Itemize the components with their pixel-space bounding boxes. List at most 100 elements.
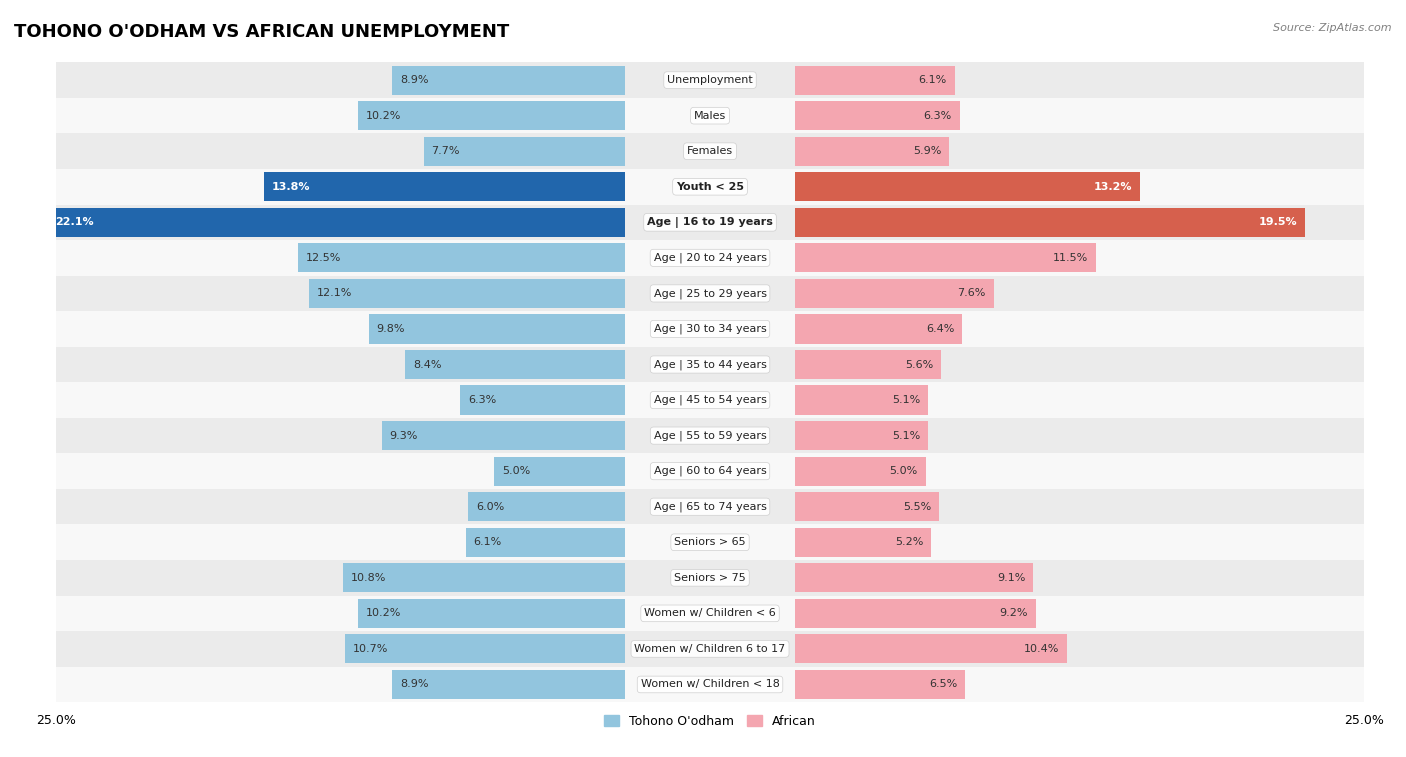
Bar — [794, 279, 994, 308]
Bar — [346, 634, 626, 663]
Bar — [794, 101, 960, 130]
Text: Age | 25 to 29 years: Age | 25 to 29 years — [654, 288, 766, 299]
Bar — [465, 528, 626, 557]
Text: Age | 30 to 34 years: Age | 30 to 34 years — [654, 324, 766, 334]
Bar — [794, 350, 942, 379]
Bar — [56, 489, 1364, 525]
Text: 8.4%: 8.4% — [413, 360, 441, 369]
Bar — [56, 204, 1364, 240]
Bar — [794, 599, 1036, 628]
Text: 5.6%: 5.6% — [905, 360, 934, 369]
Text: Seniors > 65: Seniors > 65 — [675, 537, 745, 547]
Bar — [56, 382, 1364, 418]
Text: 8.9%: 8.9% — [401, 680, 429, 690]
Text: Youth < 25: Youth < 25 — [676, 182, 744, 192]
Text: 5.1%: 5.1% — [893, 395, 921, 405]
Text: 7.6%: 7.6% — [957, 288, 986, 298]
Bar — [56, 276, 1364, 311]
Bar — [56, 596, 1364, 631]
Bar — [460, 385, 626, 415]
Bar — [298, 243, 626, 273]
Text: 19.5%: 19.5% — [1258, 217, 1298, 227]
Text: 10.7%: 10.7% — [353, 644, 388, 654]
Bar — [56, 311, 1364, 347]
Bar — [56, 98, 1364, 133]
Bar — [359, 101, 626, 130]
Text: 22.1%: 22.1% — [55, 217, 94, 227]
Text: 9.1%: 9.1% — [997, 573, 1025, 583]
Bar — [794, 243, 1095, 273]
Text: Women w/ Children < 6: Women w/ Children < 6 — [644, 609, 776, 618]
Bar — [359, 599, 626, 628]
Bar — [794, 172, 1140, 201]
Bar — [56, 347, 1364, 382]
Legend: Tohono O'odham, African: Tohono O'odham, African — [599, 710, 821, 733]
Text: Seniors > 75: Seniors > 75 — [673, 573, 747, 583]
Text: 7.7%: 7.7% — [432, 146, 460, 156]
Text: 13.2%: 13.2% — [1094, 182, 1132, 192]
Text: Age | 16 to 19 years: Age | 16 to 19 years — [647, 217, 773, 228]
Text: TOHONO O'ODHAM VS AFRICAN UNEMPLOYMENT: TOHONO O'ODHAM VS AFRICAN UNEMPLOYMENT — [14, 23, 509, 41]
Bar — [368, 314, 626, 344]
Bar — [794, 492, 939, 522]
Text: 12.5%: 12.5% — [307, 253, 342, 263]
Text: 5.9%: 5.9% — [912, 146, 942, 156]
Text: 10.4%: 10.4% — [1024, 644, 1059, 654]
Bar — [468, 492, 626, 522]
Bar — [56, 169, 1364, 204]
Text: 9.3%: 9.3% — [389, 431, 418, 441]
Bar — [264, 172, 626, 201]
Bar — [794, 563, 1033, 593]
Bar — [56, 133, 1364, 169]
Text: 8.9%: 8.9% — [401, 75, 429, 85]
Text: 11.5%: 11.5% — [1053, 253, 1088, 263]
Bar — [794, 385, 928, 415]
Text: Females: Females — [688, 146, 733, 156]
Bar — [794, 670, 965, 699]
Text: 9.2%: 9.2% — [1000, 609, 1028, 618]
Bar — [56, 667, 1364, 702]
Text: 6.5%: 6.5% — [929, 680, 957, 690]
Text: 13.8%: 13.8% — [271, 182, 311, 192]
Bar — [392, 670, 626, 699]
Text: 10.8%: 10.8% — [350, 573, 385, 583]
Text: Women w/ Children < 18: Women w/ Children < 18 — [641, 680, 779, 690]
Bar — [56, 62, 1364, 98]
Bar — [392, 66, 626, 95]
Text: 12.1%: 12.1% — [316, 288, 352, 298]
Bar — [794, 66, 955, 95]
Bar — [495, 456, 626, 486]
Text: 10.2%: 10.2% — [366, 609, 402, 618]
Text: Age | 55 to 59 years: Age | 55 to 59 years — [654, 431, 766, 441]
Text: Women w/ Children 6 to 17: Women w/ Children 6 to 17 — [634, 644, 786, 654]
Text: 5.5%: 5.5% — [903, 502, 931, 512]
Text: Unemployment: Unemployment — [668, 75, 752, 85]
Bar — [56, 453, 1364, 489]
Text: Age | 45 to 54 years: Age | 45 to 54 years — [654, 395, 766, 405]
Text: Age | 20 to 24 years: Age | 20 to 24 years — [654, 253, 766, 263]
Text: Source: ZipAtlas.com: Source: ZipAtlas.com — [1274, 23, 1392, 33]
Text: Males: Males — [695, 111, 725, 120]
Text: 10.2%: 10.2% — [366, 111, 402, 120]
Bar — [46, 207, 626, 237]
Bar — [794, 207, 1305, 237]
Bar — [56, 240, 1364, 276]
Bar — [56, 525, 1364, 560]
Bar — [308, 279, 626, 308]
Bar — [382, 421, 626, 450]
Text: 6.4%: 6.4% — [927, 324, 955, 334]
Text: 6.0%: 6.0% — [477, 502, 505, 512]
Bar — [343, 563, 626, 593]
Text: Age | 65 to 74 years: Age | 65 to 74 years — [654, 501, 766, 512]
Text: 5.2%: 5.2% — [894, 537, 924, 547]
Bar — [794, 528, 931, 557]
Text: 5.0%: 5.0% — [890, 466, 918, 476]
Bar — [423, 136, 626, 166]
Text: 5.1%: 5.1% — [893, 431, 921, 441]
Bar — [794, 634, 1067, 663]
Bar — [794, 456, 925, 486]
Text: 6.1%: 6.1% — [918, 75, 946, 85]
Bar — [794, 314, 962, 344]
Bar — [794, 421, 928, 450]
Text: Age | 35 to 44 years: Age | 35 to 44 years — [654, 360, 766, 369]
